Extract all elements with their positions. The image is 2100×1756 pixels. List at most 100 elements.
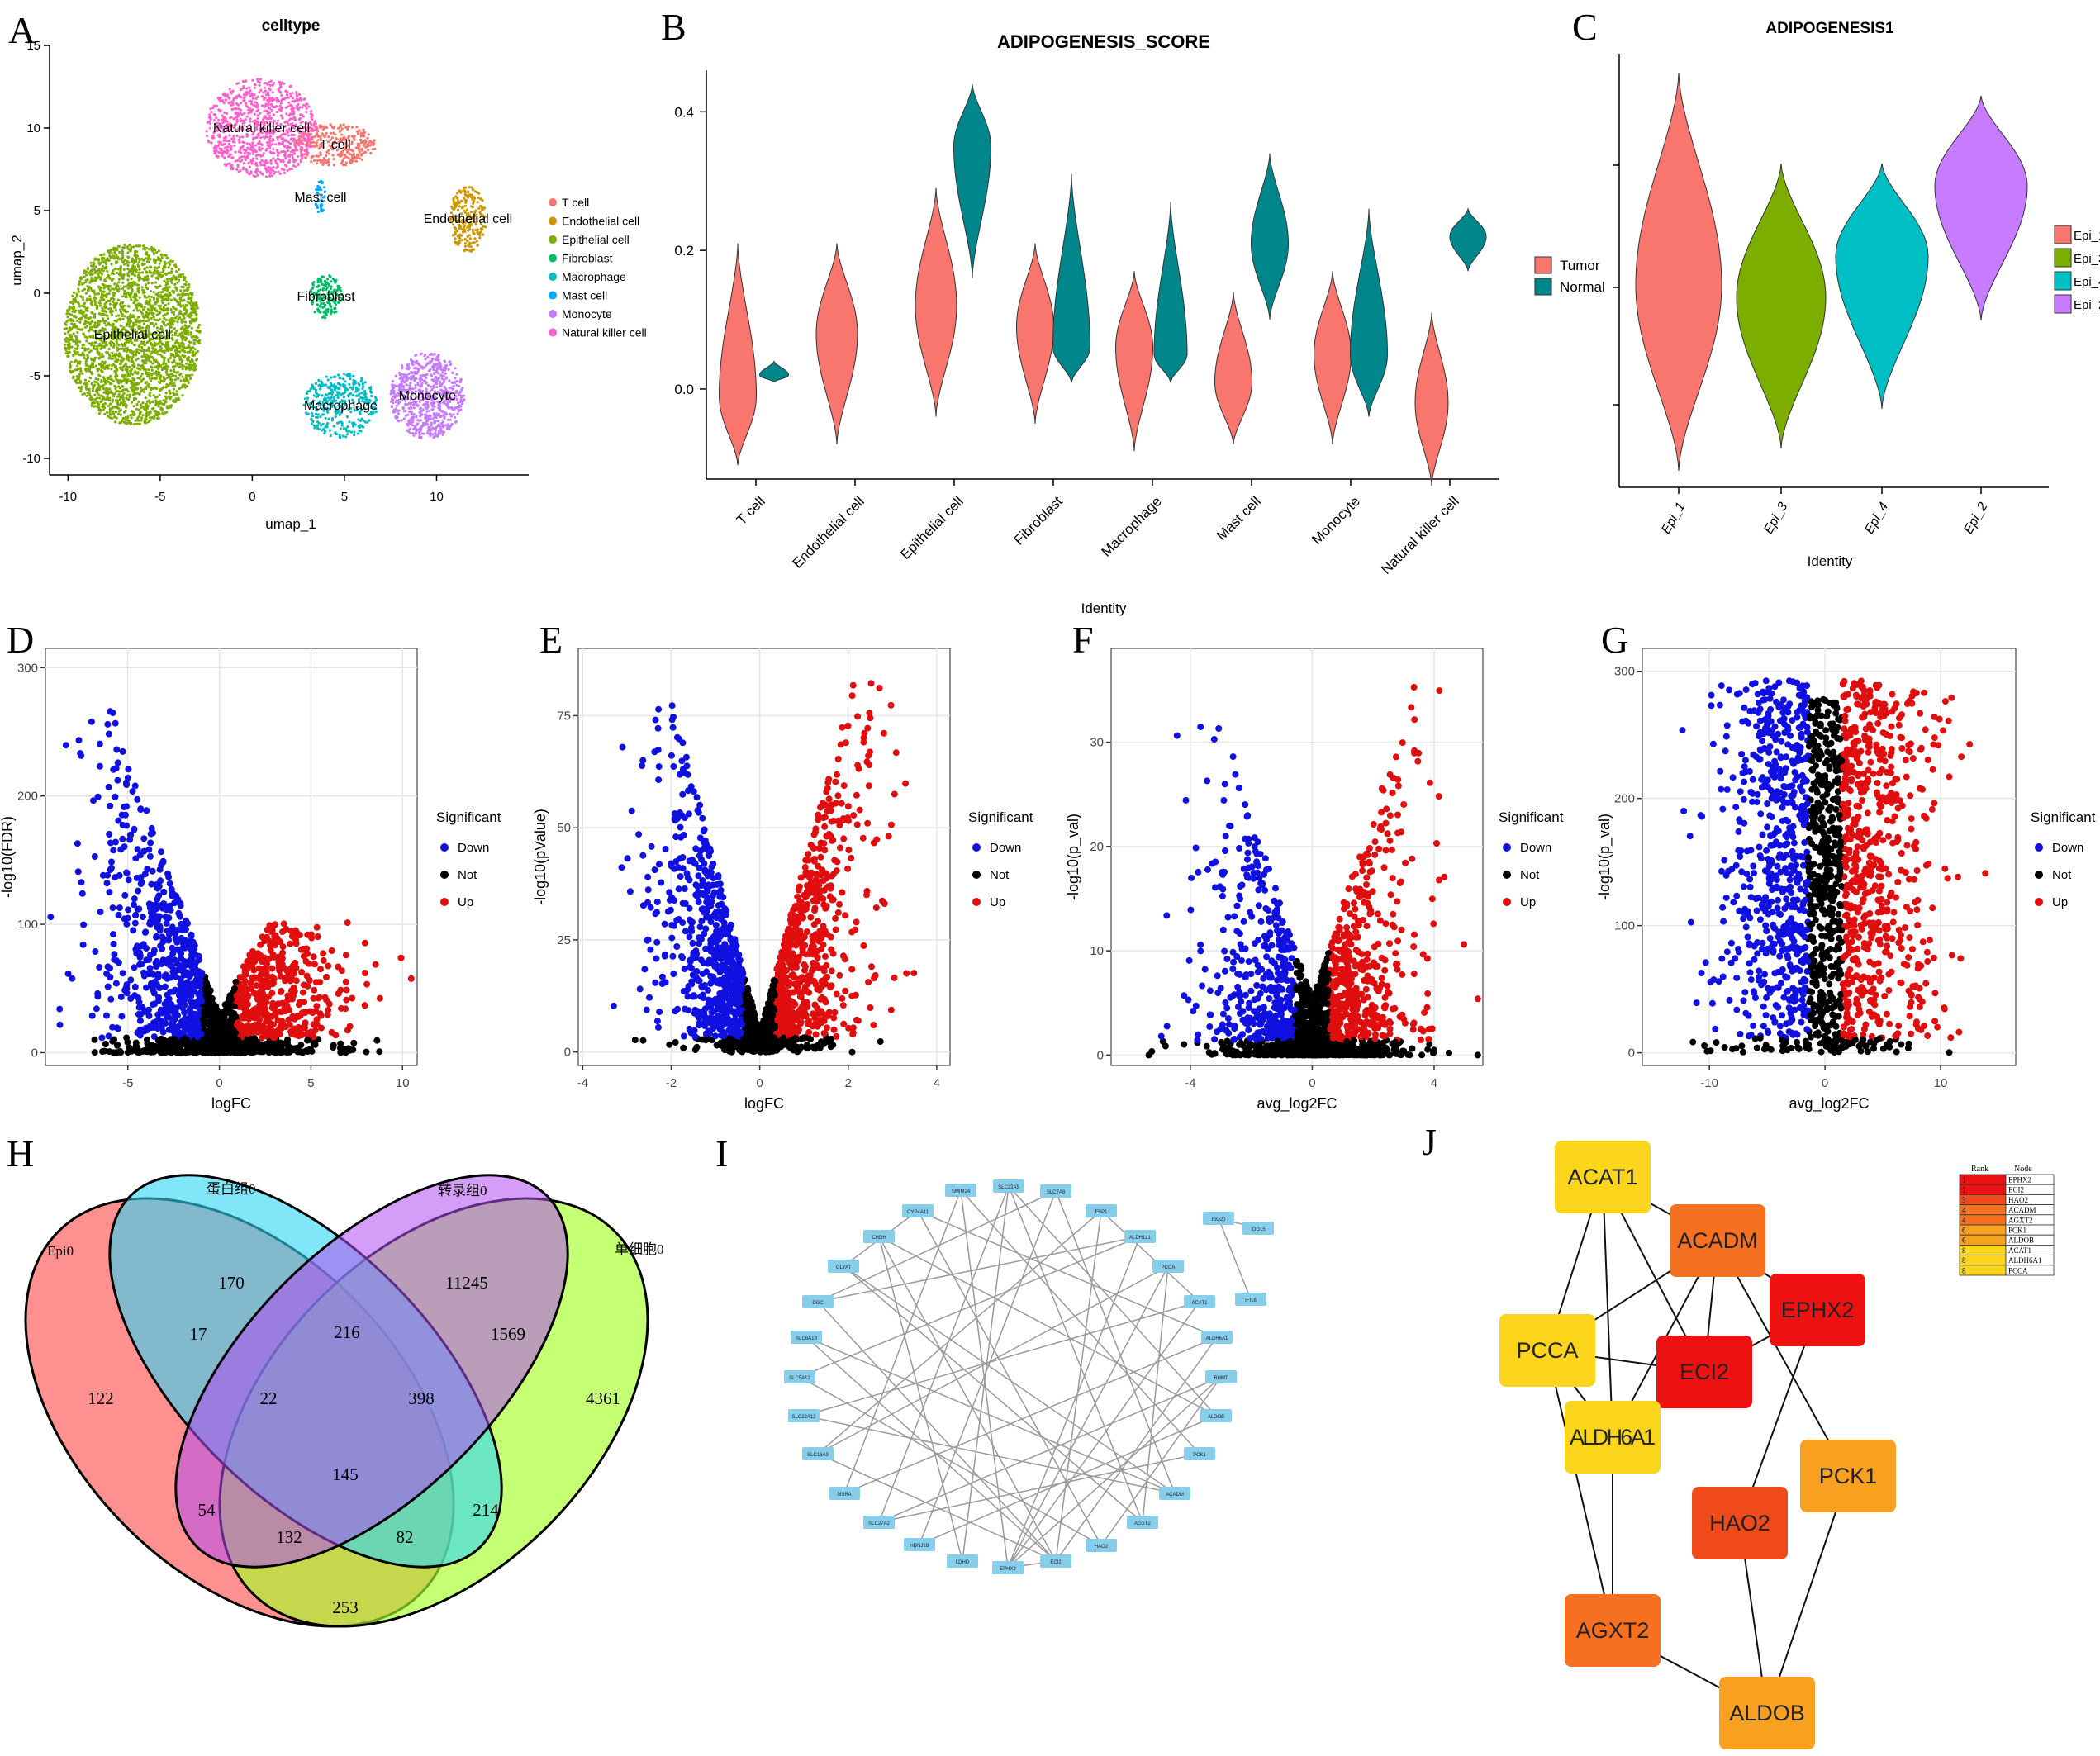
umap-point [131, 401, 134, 404]
umap-point [316, 206, 319, 209]
umap-point [150, 350, 154, 354]
umap-point [147, 368, 150, 372]
umap-point [344, 161, 348, 164]
umap-point [484, 225, 487, 229]
umap-point [435, 426, 438, 430]
umap-point [363, 392, 367, 396]
umap-point [278, 172, 282, 175]
umap-point [182, 335, 186, 339]
umap-point [313, 425, 316, 430]
umap-point [96, 306, 99, 310]
umap-point [124, 368, 127, 372]
umap-point [112, 292, 116, 296]
umap-point [280, 114, 283, 117]
umap-point [312, 145, 316, 148]
umap-point [172, 359, 175, 363]
umap-point [81, 296, 84, 299]
umap-point [167, 271, 170, 274]
umap-point [336, 284, 340, 287]
umap-point [391, 380, 395, 383]
umap-point [89, 371, 93, 374]
umap-point [89, 366, 93, 369]
umap-point [415, 424, 418, 427]
umap-point [98, 396, 102, 400]
umap-point [79, 309, 83, 312]
umap-point [152, 291, 155, 294]
umap-point [416, 362, 420, 365]
umap-point [419, 380, 422, 383]
umap-point [85, 348, 88, 351]
umap-point [102, 294, 106, 297]
umap-point [142, 322, 146, 325]
umap-point [72, 377, 75, 380]
umap-point [90, 277, 93, 280]
umap-point [398, 377, 401, 380]
umap-point [435, 415, 438, 420]
umap-point [426, 406, 430, 409]
umap-point [149, 290, 152, 293]
umap-point [478, 211, 482, 214]
umap-point [428, 354, 431, 357]
umap-point [468, 214, 472, 217]
umap-point [353, 434, 356, 437]
umap-point [93, 312, 97, 316]
umap-point [131, 282, 134, 286]
umap-point [119, 308, 122, 311]
umap-point [258, 83, 261, 87]
umap-point [451, 371, 454, 374]
umap-point [178, 310, 182, 313]
umap-point [125, 311, 128, 314]
umap-point [120, 360, 123, 364]
umap-point [260, 95, 264, 98]
umap-point [154, 261, 157, 264]
umap-point [116, 271, 119, 275]
umap-point [72, 332, 75, 335]
umap-point [164, 362, 168, 365]
umap-point [105, 305, 108, 308]
umap-point [145, 417, 148, 420]
umap-point [305, 392, 308, 396]
umap-point [218, 147, 221, 150]
umap-x-tick-label: 5 [341, 490, 348, 504]
umap-point [254, 175, 257, 178]
umap-point [178, 350, 182, 354]
umap-point [80, 385, 83, 388]
umap-point [392, 401, 395, 405]
umap-point [145, 406, 148, 409]
umap-point [434, 429, 438, 432]
umap-point [270, 108, 273, 112]
umap-point [468, 186, 472, 189]
umap-point [278, 91, 283, 94]
umap-point [135, 294, 138, 298]
umap-point [167, 261, 170, 264]
umap-point [144, 396, 147, 400]
umap-point [158, 306, 161, 310]
umap-point [85, 339, 88, 343]
umap-point [169, 396, 173, 399]
umap-point [81, 343, 84, 346]
umap-point [167, 383, 170, 387]
umap-point [208, 116, 211, 119]
umap-point [408, 427, 411, 430]
umap-point [85, 358, 88, 362]
umap-point [286, 105, 289, 108]
umap-point [179, 373, 183, 376]
umap-point [244, 102, 247, 105]
umap-point [332, 425, 335, 428]
umap-point [112, 272, 116, 275]
umap-point [448, 379, 451, 382]
umap-point [335, 149, 339, 152]
umap-point [90, 289, 93, 292]
umap-point [256, 116, 259, 120]
umap-point [87, 289, 90, 292]
umap-point [132, 301, 135, 305]
umap-point [319, 135, 322, 138]
umap-point [460, 212, 463, 216]
umap-point [64, 339, 68, 343]
umap-point [271, 139, 274, 142]
umap-point [140, 355, 144, 358]
umap-point [107, 347, 111, 351]
umap-point [176, 320, 179, 324]
umap-point [458, 205, 462, 208]
umap-point [340, 139, 344, 142]
